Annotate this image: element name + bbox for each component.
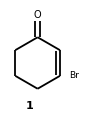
Text: Br: Br — [69, 71, 79, 80]
Text: 1: 1 — [26, 101, 34, 111]
Text: O: O — [34, 10, 41, 21]
